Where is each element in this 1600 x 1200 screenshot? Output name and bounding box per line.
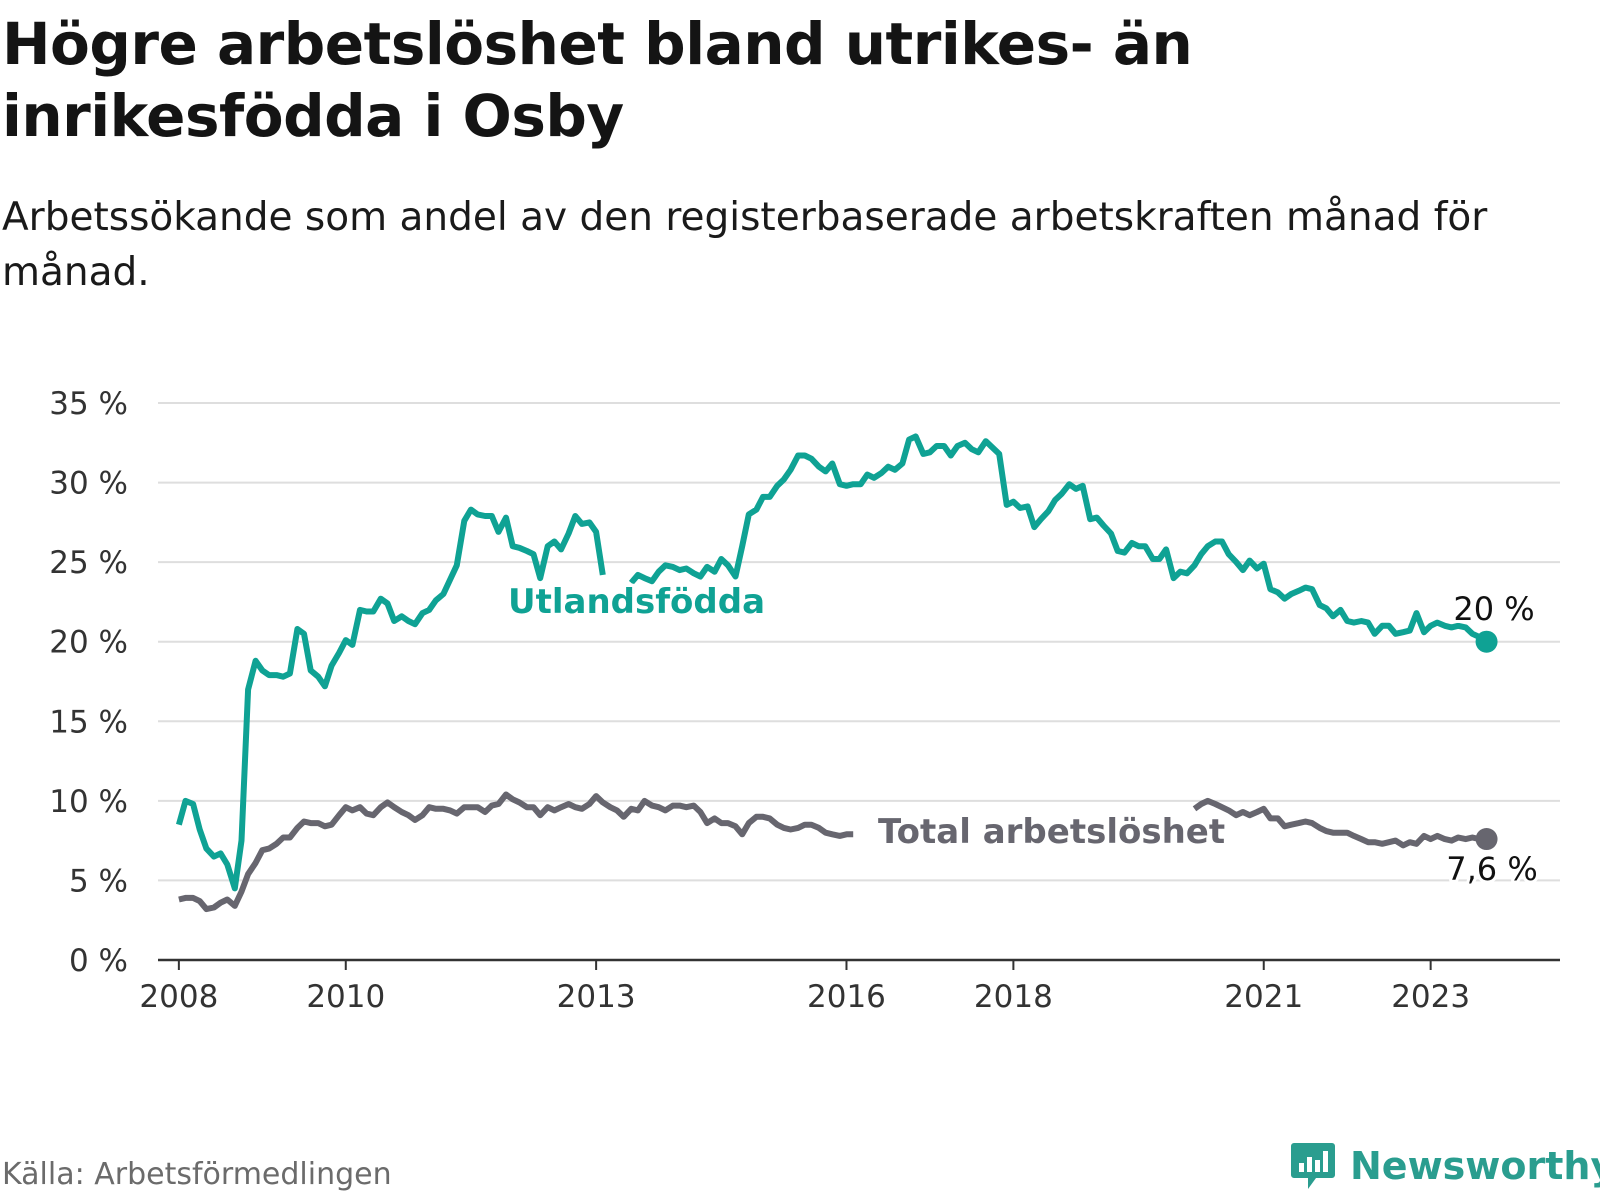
- series-label-utlandsfodda: Utlandsfödda: [508, 582, 765, 622]
- series-lines: [176, 433, 1498, 913]
- x-tick-label: 2008: [139, 979, 218, 1015]
- end-point-utlandsfodda: [1475, 630, 1498, 653]
- x-axis: 2008 2010 2013 2016 2018 2021 2023: [139, 958, 1560, 1015]
- series-line-utlandsfodda: [176, 433, 1489, 892]
- y-tick-label: 15 %: [49, 704, 128, 740]
- end-point-total: [1475, 828, 1498, 851]
- y-tick-label: 10 %: [49, 784, 128, 820]
- x-tick-label: 2016: [807, 979, 886, 1015]
- brand: Newsworthy: [1290, 1140, 1600, 1192]
- end-value-utlandsfodda: 20 %: [1453, 590, 1534, 628]
- gridlines: 0 % 5 % 10 % 15 % 20 % 25 % 30 % 35 %: [49, 386, 1560, 979]
- chart-title: Högre arbetslöshet bland utrikes- än inr…: [2, 10, 1193, 150]
- source-note: Källa: Arbetsförmedlingen: [2, 1157, 392, 1192]
- y-tick-label: 35 %: [49, 386, 128, 422]
- x-tick-label: 2010: [306, 979, 385, 1015]
- chart-labels: Utlandsfödda Total arbetslöshet 20 % 7,6…: [505, 579, 1541, 892]
- chart-subtitle: Arbetssökande som andel av den registerb…: [2, 195, 1488, 295]
- newsworthy-logo-icon: [1291, 1143, 1335, 1189]
- x-tick-label: 2013: [557, 979, 636, 1015]
- y-tick-label: 5 %: [69, 863, 128, 899]
- y-tick-label: 20 %: [49, 625, 128, 661]
- series-line-total: [178, 791, 1487, 913]
- x-tick-label: 2021: [1224, 979, 1303, 1015]
- y-tick-label: 25 %: [49, 545, 128, 581]
- y-tick-label: 0 %: [69, 943, 128, 979]
- end-value-total: 7,6 %: [1446, 850, 1537, 888]
- y-tick-label: 30 %: [49, 466, 128, 502]
- series-label-total-arbetsloshet: Total arbetslöshet: [878, 812, 1225, 852]
- x-tick-label: 2023: [1391, 979, 1470, 1015]
- brand-name: Newsworthy: [1350, 1144, 1600, 1188]
- x-tick-label: 2018: [974, 979, 1053, 1015]
